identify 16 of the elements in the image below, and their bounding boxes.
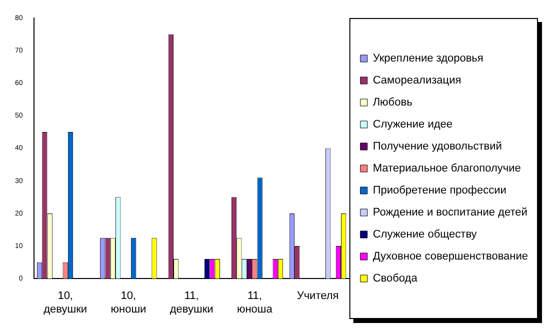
legend-label: Любовь xyxy=(372,96,413,109)
x-tick-label: 10, юноши xyxy=(110,290,146,316)
legend-label: Рождение и воспитание детей xyxy=(372,206,528,219)
legend-label: Служение идее xyxy=(372,118,452,131)
x-tick-label: 10, девушки xyxy=(44,290,88,316)
x-tick-label: 11, девушки xyxy=(170,290,214,316)
legend-label: Укрепление здоровья xyxy=(372,52,484,65)
x-tick-label: 11, юноша xyxy=(236,290,274,316)
x-tick-label: Учителя xyxy=(296,290,339,302)
legend-label: Получение удовольствий xyxy=(372,140,502,153)
legend-label: Свобода xyxy=(372,272,418,285)
legend-label: Служение обществу xyxy=(372,228,478,241)
legend-label: Самореализация xyxy=(372,74,462,87)
legend-label: Материальное благополучие xyxy=(372,162,521,175)
legend-label: Духовное совершенствование xyxy=(372,250,528,263)
legend-label: Приобретение профессии xyxy=(372,184,506,197)
